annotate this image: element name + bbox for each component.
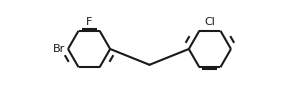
Text: Cl: Cl bbox=[204, 17, 215, 27]
Text: Br: Br bbox=[53, 44, 65, 54]
Text: F: F bbox=[86, 17, 92, 27]
